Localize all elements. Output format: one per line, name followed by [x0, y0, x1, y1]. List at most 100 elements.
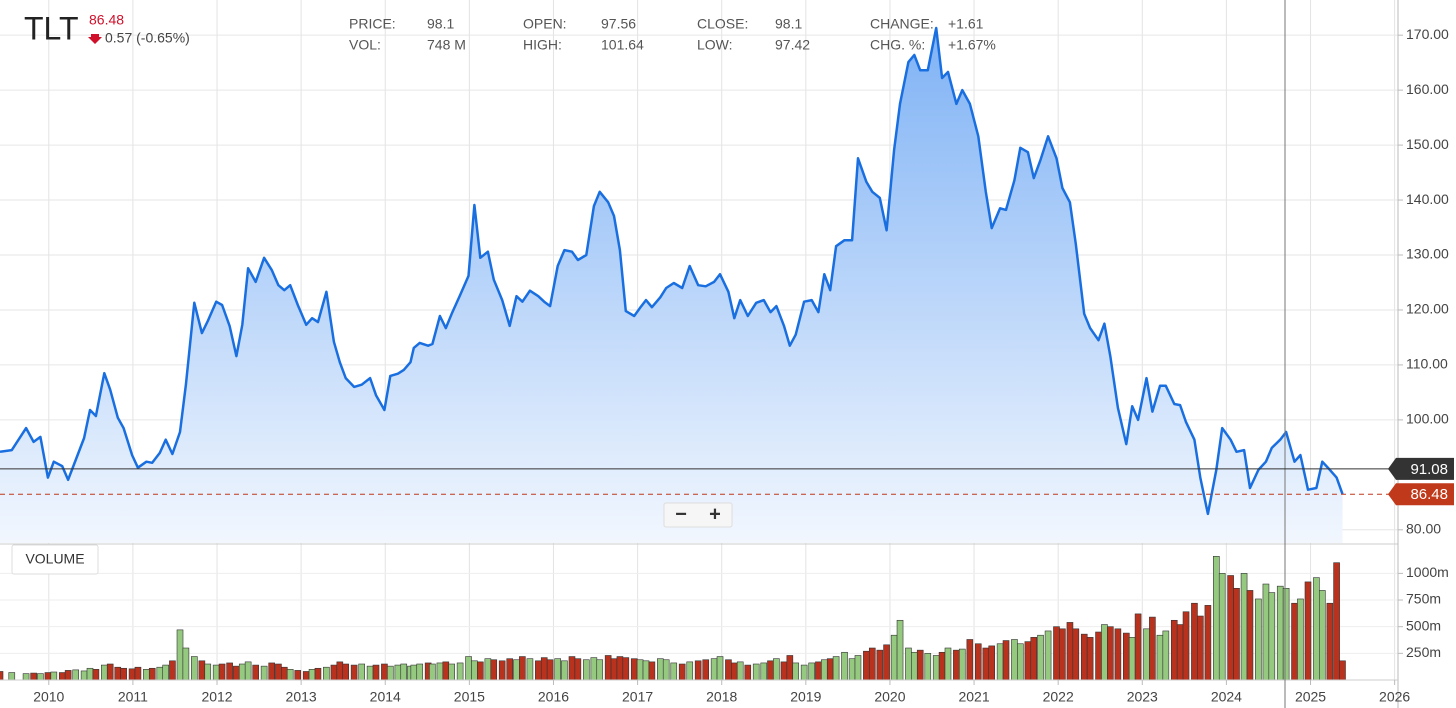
volume-bar — [716, 656, 724, 681]
volume-bar — [286, 669, 294, 681]
volume-bar — [1024, 641, 1032, 681]
volume-bar — [0, 671, 4, 681]
volume-bar — [1080, 633, 1088, 681]
stat-value: 101.64 — [601, 37, 644, 53]
volume-bar — [1339, 660, 1346, 681]
volume-bar — [465, 656, 472, 681]
y-tick-label: 80.00 — [1406, 521, 1441, 537]
volume-bar — [731, 662, 738, 681]
volume-bar — [1162, 630, 1170, 681]
volume-bar — [394, 664, 402, 681]
volume-bar — [366, 665, 374, 681]
zoom-out[interactable]: − — [675, 503, 687, 525]
volume-bar — [832, 656, 840, 681]
y-tick-label: 110.00 — [1406, 356, 1448, 372]
volume-bar — [106, 663, 114, 681]
volume-bar — [622, 657, 630, 681]
stat-value: +1.61 — [948, 16, 984, 32]
volume-bar — [694, 660, 702, 681]
volume-bar — [686, 661, 694, 681]
volume-bar — [1333, 562, 1340, 681]
volume-bar — [442, 661, 450, 681]
volume-bar — [1291, 602, 1298, 681]
stat-label: CHG. %: — [870, 37, 925, 53]
volume-bar — [815, 661, 822, 681]
volume-bar — [44, 672, 52, 681]
volume-bar — [974, 643, 982, 681]
volume-bar — [670, 662, 678, 681]
volume-bar — [988, 645, 996, 681]
volume-bar — [944, 647, 952, 681]
volume-bar — [268, 662, 275, 681]
volume-bar — [120, 667, 127, 681]
volume-bar — [1059, 628, 1066, 681]
zoom-in[interactable]: + — [709, 503, 721, 525]
volume-bar — [1197, 615, 1204, 681]
volume-bar — [1095, 631, 1102, 681]
volume-bar — [162, 664, 170, 681]
x-tick-label: 2024 — [1211, 689, 1242, 705]
volume-bar — [924, 653, 932, 681]
y-tick-label: 160.00 — [1406, 81, 1449, 97]
zoom-box — [663, 502, 733, 528]
volume-bar — [1101, 624, 1108, 681]
volume-bar — [710, 658, 718, 681]
x-tick-label: 2021 — [958, 689, 989, 705]
volume-bar — [540, 657, 548, 681]
volume-bar — [275, 663, 282, 681]
stat-label: CLOSE: — [697, 16, 748, 32]
volume-bar — [212, 664, 220, 681]
price-change: 0.57 (-0.65%) — [105, 30, 190, 46]
volume-bar — [966, 639, 974, 681]
volume-bar — [1262, 583, 1270, 681]
price-line — [0, 26, 1344, 516]
volume-bar — [252, 664, 260, 681]
volume-label: VOLUME — [25, 551, 84, 567]
volume-bar — [519, 656, 526, 681]
volume-bar — [101, 664, 108, 681]
volume-bar — [1011, 639, 1018, 681]
volume-bar — [760, 662, 768, 681]
volume-bar — [330, 664, 338, 681]
volume-bar — [22, 673, 30, 681]
volume-bar — [896, 619, 904, 681]
volume-bar — [281, 666, 288, 681]
stat-value: 98.1 — [427, 16, 454, 32]
volume-bar — [156, 666, 164, 681]
volume-bar — [342, 663, 350, 681]
volume-bar — [1297, 598, 1304, 681]
volume-bar — [953, 649, 960, 681]
volume-bar — [821, 659, 828, 681]
volume-bar — [1114, 628, 1122, 681]
volume-bar — [535, 660, 542, 681]
volume-bar — [260, 665, 268, 681]
volume-bar — [854, 655, 862, 681]
volume-label-box — [11, 544, 99, 575]
volume-bar — [1143, 628, 1150, 681]
volume-bar — [308, 669, 316, 681]
volume-bar — [786, 655, 794, 681]
price-tag-label: 86.48 — [1410, 486, 1448, 503]
volume-bar — [410, 664, 418, 681]
volume-bar — [773, 658, 780, 681]
stat-label: LOW: — [697, 37, 733, 53]
volume-bar — [604, 655, 612, 681]
volume-bar — [546, 659, 554, 681]
volume-bar — [484, 658, 492, 681]
y-tick-label: 500m — [1406, 617, 1441, 633]
volume-bar — [863, 650, 870, 681]
volume-bar — [436, 662, 444, 681]
x-tick-label: 2018 — [706, 689, 737, 705]
volume-bar — [725, 659, 732, 681]
volume-bar — [792, 662, 800, 681]
last-price: 86.48 — [89, 12, 124, 28]
y-tick-label: 250m — [1406, 644, 1441, 660]
volume-bar — [323, 666, 330, 681]
x-tick-label: 2014 — [370, 689, 401, 705]
volume-bar — [1213, 556, 1220, 681]
price-tag-label: 91.08 — [1410, 461, 1448, 478]
volume-bar — [1191, 602, 1198, 681]
volume-bar — [574, 658, 582, 681]
